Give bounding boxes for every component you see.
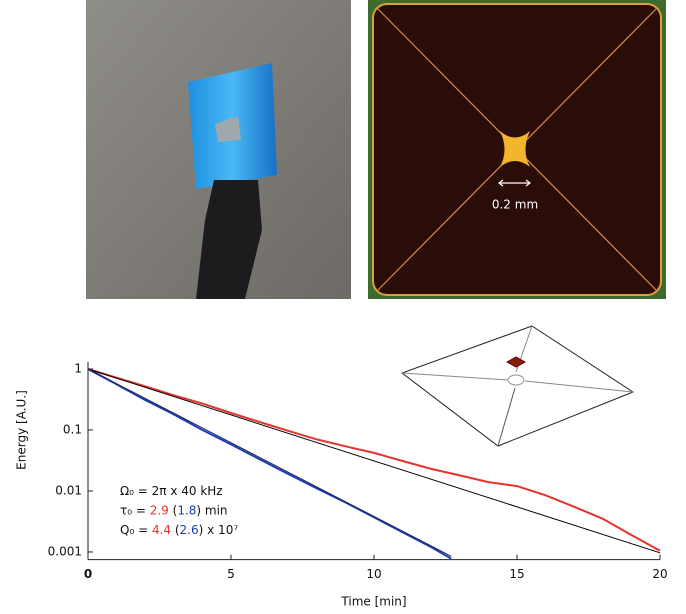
x-tick-label: 5: [227, 567, 235, 581]
y-tick-label: 1: [74, 361, 82, 375]
y-tick-label: 0.001: [48, 544, 82, 558]
x-tick-label: 0: [84, 567, 92, 581]
annotation-part: 4.4: [152, 523, 171, 537]
annotation-part: 2.6: [180, 523, 199, 537]
annotation: Q₀ = 4.4 (2.6) x 10⁷: [120, 523, 238, 537]
annotation-part: Q₀ =: [120, 523, 152, 537]
annotation-part: 2.9: [150, 503, 169, 517]
annotation-part: Ω₀ = 2π x 40 kHz: [120, 484, 223, 498]
annotation-part: (: [171, 523, 180, 537]
annotation: Ω₀ = 2π x 40 kHz: [120, 484, 223, 498]
y-axis-title: Energy [A.U.]: [15, 390, 29, 470]
annotation-part: (: [169, 503, 178, 517]
page: 0.2 mm Energy [A.U.] Time [min] 1 0.1 0.01…: [0, 0, 686, 614]
y-tick-label: 0.01: [55, 483, 82, 497]
photo-microscope: 0.2 mm: [368, 0, 666, 299]
mode-shape-inset: [402, 326, 633, 446]
figure: 0.2 mm Energy [A.U.] Time [min] 1 0.1 0.01…: [0, 0, 686, 614]
scale-bar-label: 0.2 mm: [492, 198, 538, 212]
annotation-part: ) x 10⁷: [199, 523, 239, 537]
x-tick-label: 15: [509, 567, 524, 581]
annotation-part: τ₀ =: [120, 503, 150, 517]
x-tick-label: 10: [366, 567, 381, 581]
annotation-part: 1.8: [177, 503, 196, 517]
annotation: τ₀ = 2.9 (1.8) min: [120, 503, 228, 517]
photo-chip: [86, 0, 351, 299]
y-tick-label: 0.1: [63, 422, 82, 436]
x-axis-title: Time [min]: [340, 595, 406, 609]
x-tick-label: 20: [652, 567, 667, 581]
annotation-part: ) min: [196, 503, 227, 517]
